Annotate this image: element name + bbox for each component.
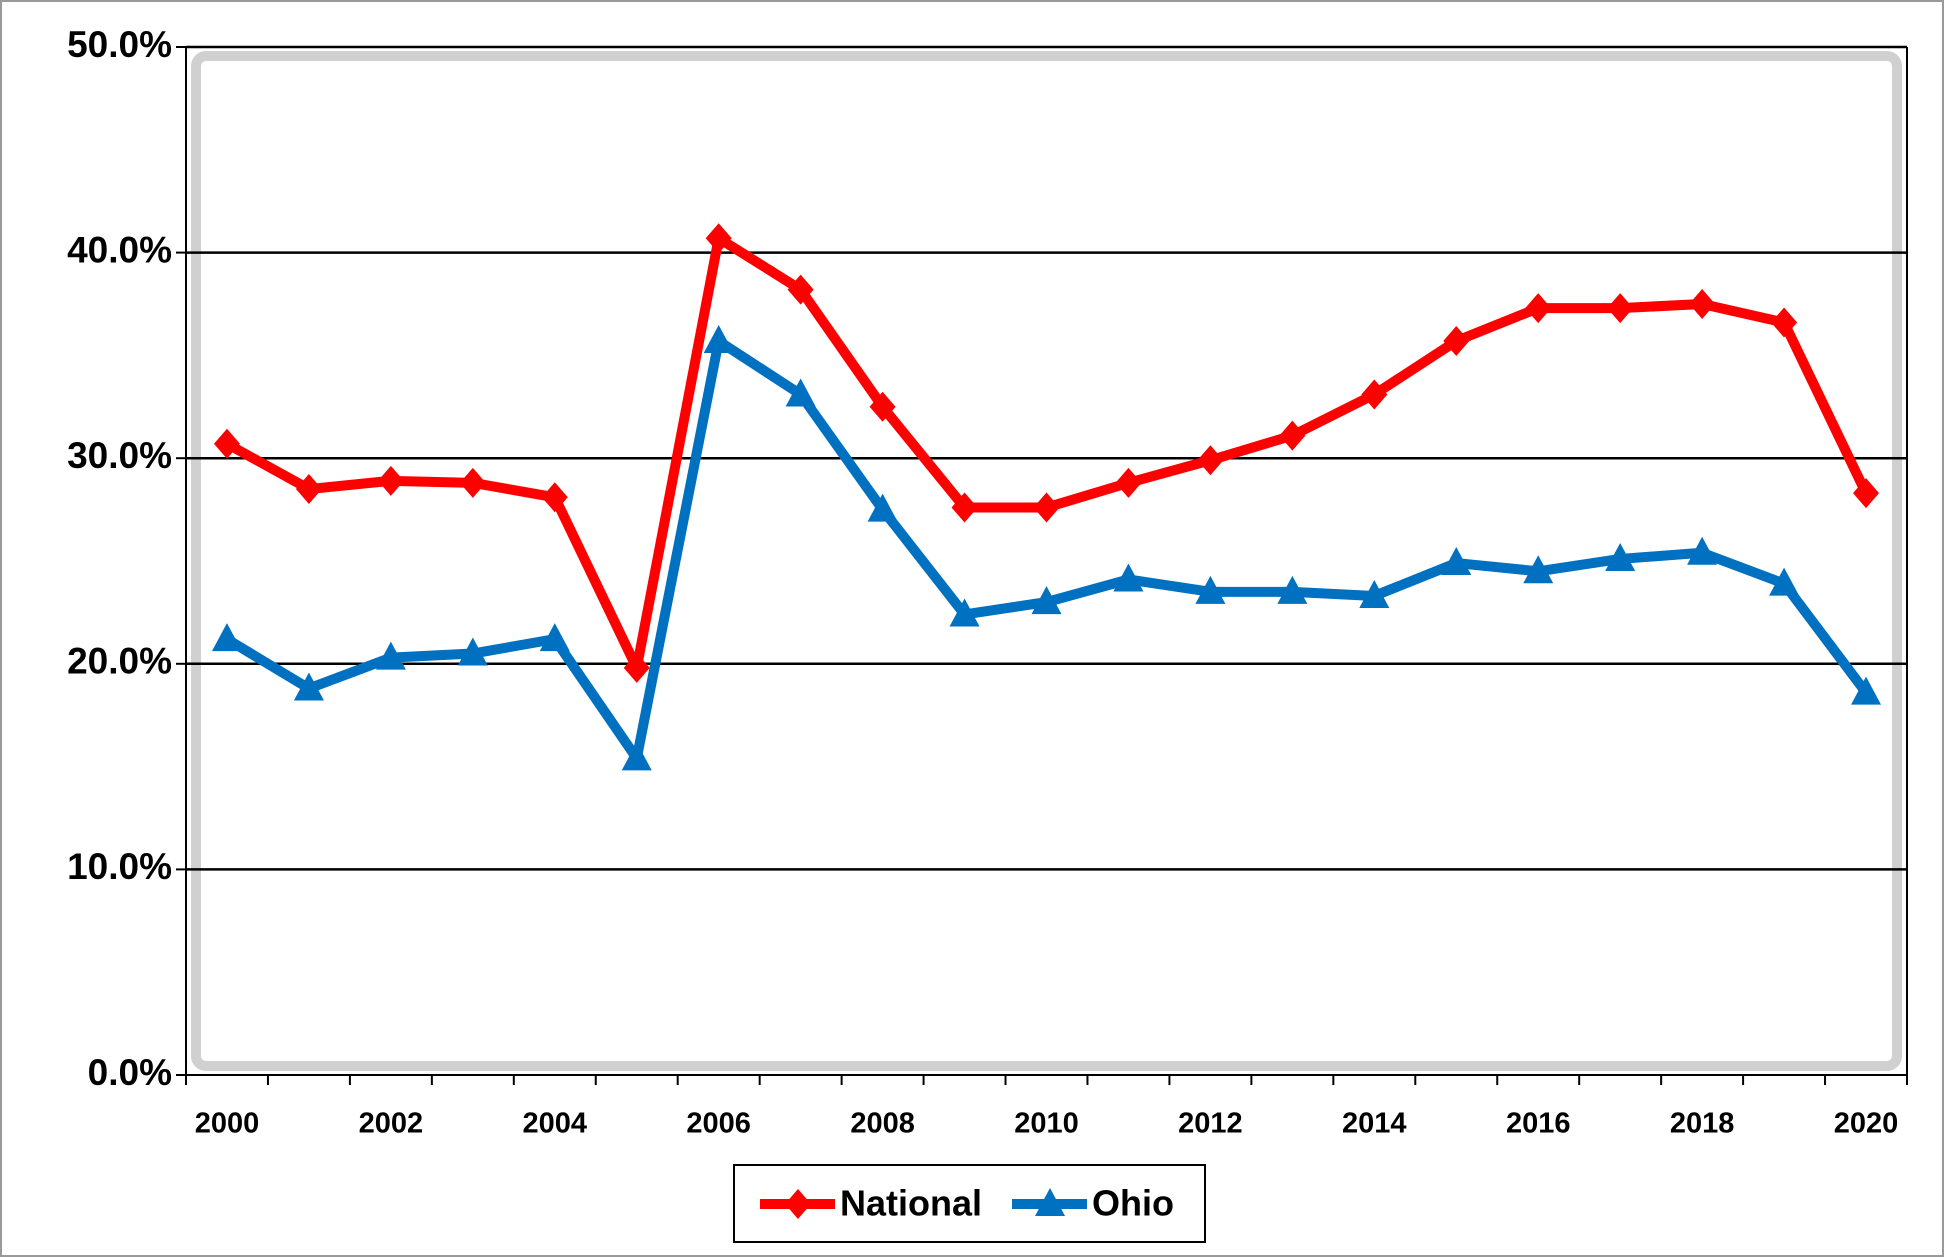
y-tick-label: 10.0% xyxy=(67,846,172,887)
x-tick-label: 2008 xyxy=(850,1108,915,1140)
marker xyxy=(1359,579,1390,608)
marker xyxy=(1689,289,1716,319)
marker xyxy=(211,623,242,652)
marker xyxy=(867,493,898,522)
x-tick-label: 2014 xyxy=(1342,1108,1407,1140)
x-tick-label: 2010 xyxy=(1014,1108,1079,1140)
x-tick-label: 2006 xyxy=(686,1108,751,1140)
marker xyxy=(1525,293,1552,324)
x-tick-label: 2002 xyxy=(359,1108,424,1140)
marker xyxy=(1035,1188,1066,1216)
marker xyxy=(785,378,816,407)
marker xyxy=(541,482,568,513)
marker xyxy=(705,223,732,254)
marker xyxy=(1605,542,1636,571)
marker xyxy=(949,598,980,627)
marker xyxy=(1441,547,1472,576)
y-tick-label: 40.0% xyxy=(67,229,172,270)
marker xyxy=(1771,307,1798,338)
y-tick-label: 20.0% xyxy=(67,641,172,682)
marker xyxy=(293,672,324,701)
x-tick-label: 2016 xyxy=(1506,1108,1571,1140)
marker xyxy=(1769,567,1800,596)
marker xyxy=(1687,536,1718,565)
marker xyxy=(1851,676,1882,705)
marker xyxy=(1115,467,1142,498)
marker xyxy=(951,492,978,523)
marker xyxy=(1523,555,1554,584)
marker xyxy=(869,391,896,422)
legend-label: National xyxy=(840,1183,982,1224)
x-tick-label: 2020 xyxy=(1834,1108,1899,1140)
marker xyxy=(1033,492,1060,523)
marker xyxy=(1361,379,1388,410)
marker xyxy=(1853,478,1880,509)
x-tick-label: 2018 xyxy=(1670,1108,1735,1140)
marker xyxy=(213,428,240,459)
x-tick-label: 2004 xyxy=(523,1108,588,1140)
marker xyxy=(1197,445,1224,476)
marker xyxy=(459,467,486,498)
marker xyxy=(539,623,570,652)
marker xyxy=(703,325,734,354)
x-tick-label: 2012 xyxy=(1178,1108,1243,1140)
marker xyxy=(621,742,652,771)
marker xyxy=(623,652,650,683)
y-tick-label: 50.0% xyxy=(67,24,172,65)
marker xyxy=(1277,575,1308,604)
marker xyxy=(1195,575,1226,604)
marker xyxy=(1113,563,1144,592)
plot-frame xyxy=(191,51,1902,1071)
marker xyxy=(375,641,406,670)
marker xyxy=(787,274,814,305)
marker xyxy=(785,1189,811,1219)
x-tick-label: 2000 xyxy=(195,1108,260,1140)
y-tick-label: 30.0% xyxy=(67,435,172,476)
legend-label: Ohio xyxy=(1092,1183,1174,1224)
marker xyxy=(1443,326,1470,357)
marker xyxy=(1607,293,1634,324)
marker xyxy=(295,474,322,505)
marker xyxy=(377,465,404,496)
marker xyxy=(457,637,488,666)
marker xyxy=(1279,420,1306,451)
y-tick-label: 0.0% xyxy=(88,1052,172,1093)
marker xyxy=(1031,586,1062,615)
